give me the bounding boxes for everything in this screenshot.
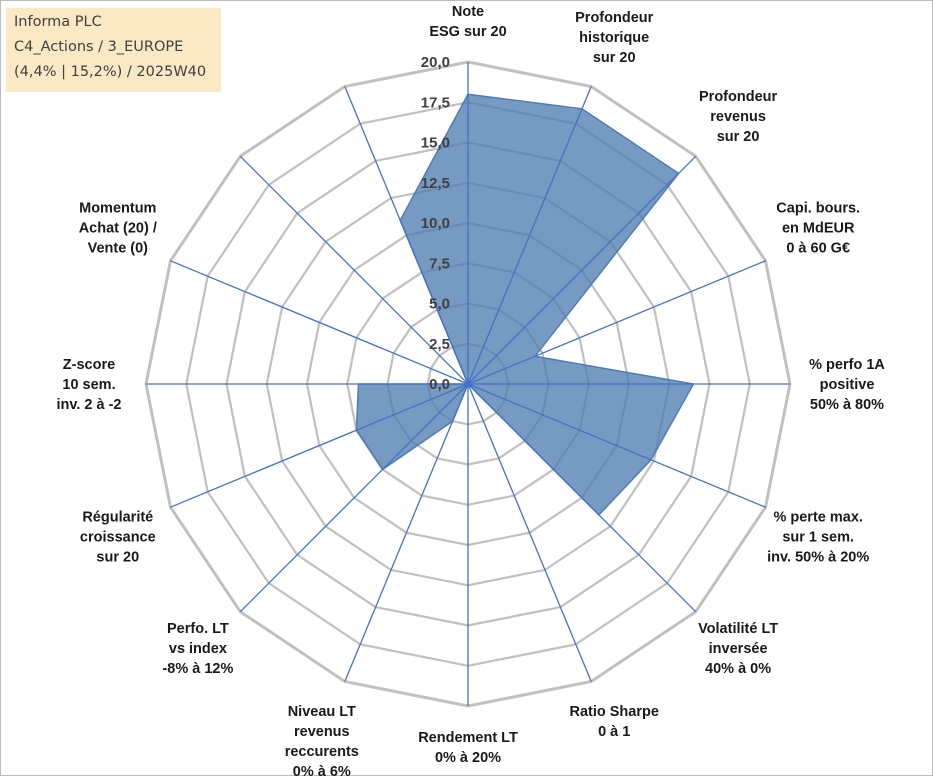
axis-label: Momentum Achat (20) / Vente (0)	[79, 200, 157, 256]
axis-label-line: Vente (0)	[88, 240, 149, 256]
axis-label-line: historique	[579, 30, 649, 46]
axis-label-line: -8% à 12%	[162, 661, 233, 677]
axis-label-line: Perfo. LT	[167, 621, 229, 637]
axis-spoke	[467, 383, 592, 682]
axis-label: Rendement LT 0% à 20%	[418, 730, 518, 766]
axis-spoke	[344, 86, 469, 385]
axis-label-line: 0% à 20%	[435, 750, 501, 766]
axis-label-line: sur 20	[593, 50, 636, 66]
axis-label: Ratio Sharpe 0 à 1	[569, 704, 658, 740]
axis-label-line: Capi. bours.	[776, 200, 860, 216]
axis-label: % perfo 1A positive 50% à 80%	[809, 357, 885, 413]
axis-label-line: Profondeur	[699, 89, 777, 105]
axis-label: Volatilité LT inversée 40% à 0%	[698, 621, 778, 677]
axis-label: Régularité croissance sur 20	[80, 510, 156, 566]
axis-label-line: Régularité	[82, 510, 153, 526]
tick-label: 5,0	[429, 296, 450, 313]
tick-label: 0,0	[429, 376, 450, 393]
axis-spoke	[344, 383, 469, 682]
axis-label-line: Rendement LT	[418, 730, 518, 746]
axis-label-line: revenus	[710, 109, 766, 125]
axis-label-line: inv. 50% à 20%	[767, 550, 869, 566]
tick-label: 20,0	[421, 54, 450, 71]
axis-spoke	[467, 383, 697, 613]
axis-spoke	[170, 383, 469, 508]
title-category: C4_Actions / 3_EUROPE	[14, 39, 184, 55]
axis-label: % perte max. sur 1 sem. inv. 50% à 20%	[767, 510, 869, 566]
axis-label-line: sur 20	[96, 550, 139, 566]
axis-label-line: Ratio Sharpe	[569, 704, 658, 720]
axis-label-line: % perte max.	[773, 510, 862, 526]
tick-label: 10,0	[421, 215, 450, 232]
axis-label-line: inversée	[709, 641, 768, 657]
series-area	[355, 93, 695, 516]
axis-label-line: % perfo 1A	[809, 357, 885, 373]
axis-label-line: 10 sem.	[62, 377, 115, 393]
axis-label-line: reccurents	[285, 744, 359, 760]
tick-label: 2,5	[429, 336, 450, 353]
title-company: Informa PLC	[14, 14, 102, 30]
axis-label: Niveau LT revenus reccurents 0% à 6%	[285, 704, 359, 776]
axis-label-line: revenus	[294, 724, 350, 740]
axis-label: Capi. bours. en MdEUR 0 à 60 G€	[776, 200, 860, 256]
tick-label: 17,5	[421, 94, 450, 111]
axis-label-line: croissance	[80, 530, 156, 546]
axis-label: Perfo. LT vs index -8% à 12%	[162, 621, 233, 677]
axis-spoke	[239, 383, 469, 613]
axis-label: Profondeur revenus sur 20	[699, 89, 777, 145]
axis-label-line: en MdEUR	[782, 220, 855, 236]
axis-label-line: 50% à 80%	[810, 397, 884, 413]
axis-spoke	[239, 155, 469, 385]
title-stats: (4,4% | 15,2%) / 2025W40	[14, 64, 207, 80]
axis-label-line: positive	[820, 377, 875, 393]
tick-label: 7,5	[429, 255, 450, 272]
axis-label: Z-score 10 sem. inv. 2 à -2	[56, 357, 121, 413]
axis-label-line: vs index	[169, 641, 227, 657]
axis-spoke	[467, 155, 697, 385]
tick-label: 15,0	[421, 135, 450, 152]
axis-label: Profondeur historique sur 20	[575, 10, 653, 66]
axis-label-line: Momentum	[79, 200, 156, 216]
axis-spoke	[170, 260, 469, 385]
axis-label-line: 0 à 1	[598, 724, 630, 740]
axis-label-line: 40% à 0%	[705, 661, 771, 677]
title-box: Informa PLC C4_Actions / 3_EUROPE (4,4% …	[6, 8, 221, 92]
axis-label-line: Niveau LT	[288, 704, 356, 720]
axis-label-line: 0% à 6%	[293, 764, 351, 776]
axis-label-line: Profondeur	[575, 10, 653, 26]
axis-label-line: Z-score	[63, 357, 115, 373]
tick-label: 12,5	[421, 175, 450, 192]
axis-spoke	[467, 86, 592, 385]
axis-label: Note ESG sur 20	[429, 4, 506, 40]
axis-label-line: Note	[452, 4, 484, 20]
axis-label-line: 0 à 60 G€	[786, 240, 850, 256]
axis-spoke	[467, 260, 766, 385]
axis-label-line: Achat (20) /	[79, 220, 157, 236]
axis-label-line: sur 1 sem.	[782, 530, 854, 546]
axis-label-line: ESG sur 20	[429, 24, 506, 40]
axis-label-line: inv. 2 à -2	[56, 397, 121, 413]
axis-spoke	[467, 383, 766, 508]
axis-label-line: sur 20	[717, 129, 760, 145]
axis-label-line: Volatilité LT	[698, 621, 778, 637]
